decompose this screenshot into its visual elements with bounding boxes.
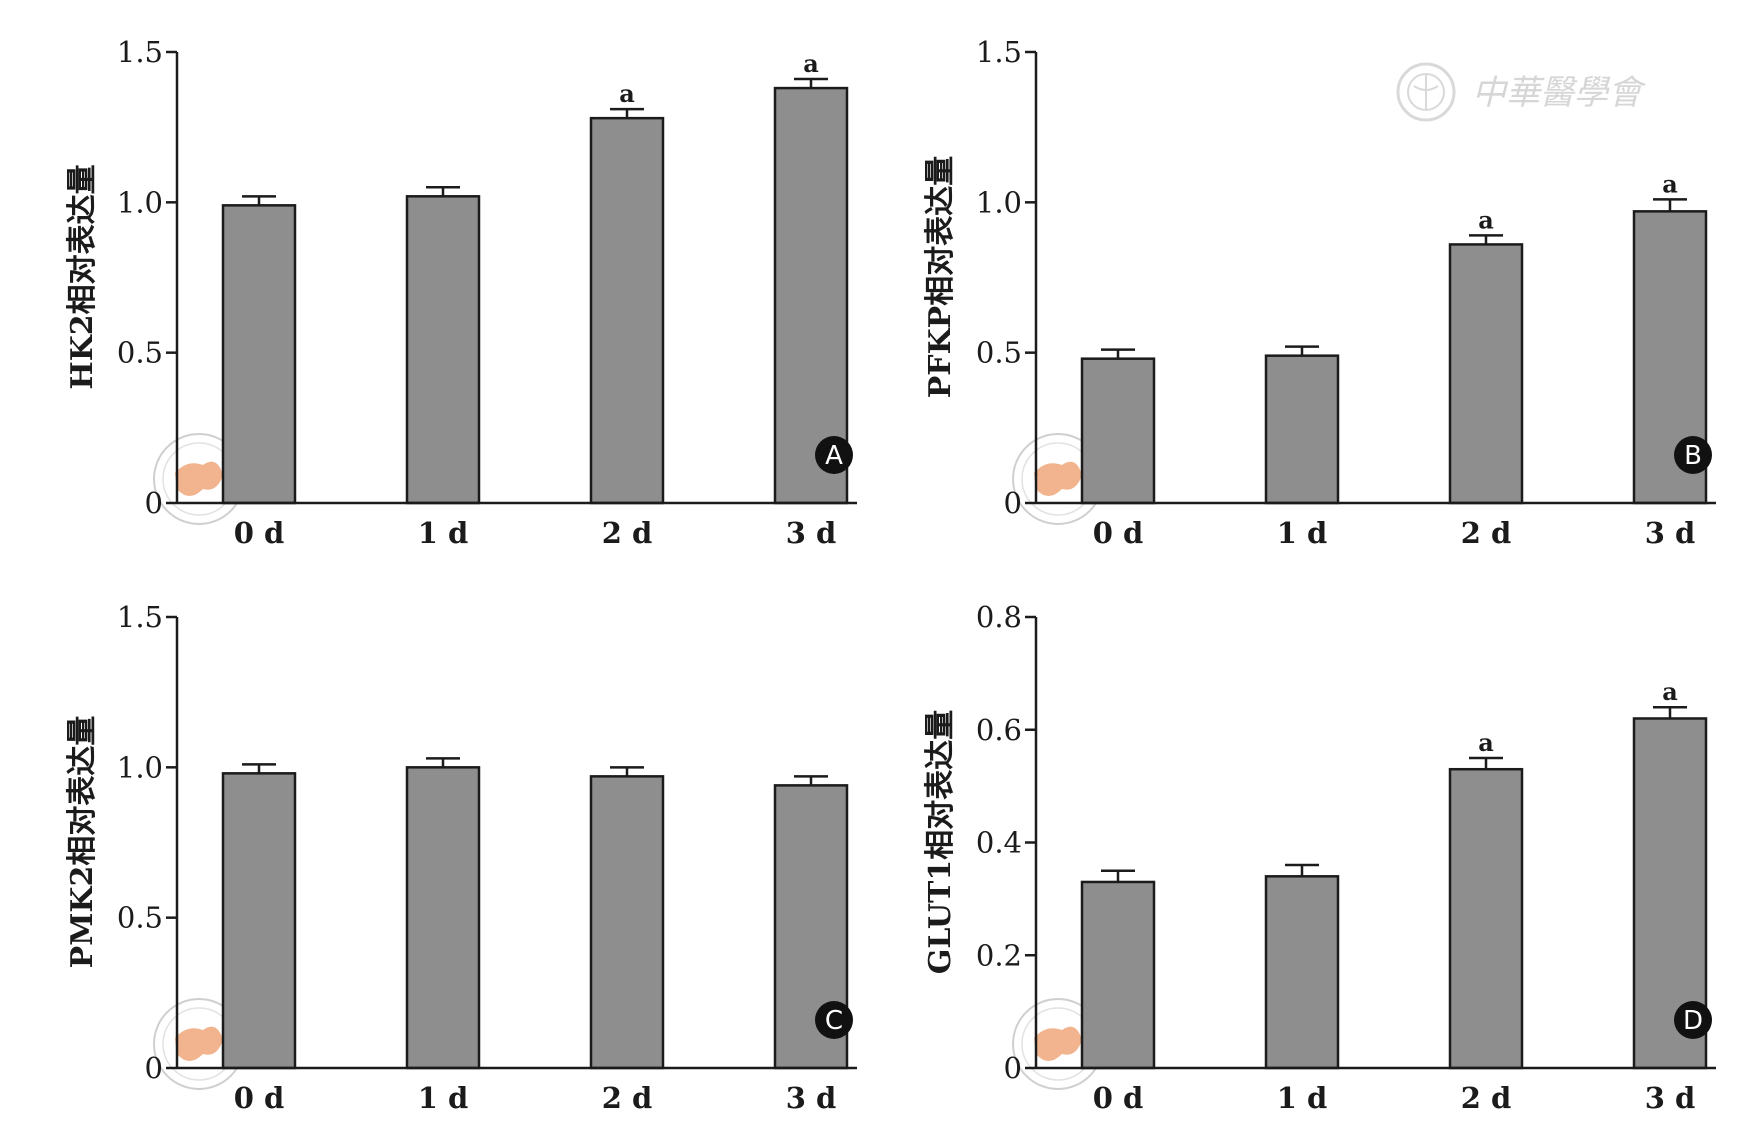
y-axis-label: PMK2相对表达量	[65, 716, 100, 969]
x-tick-label: 1 d	[418, 1081, 469, 1115]
bar-0d	[1080, 357, 1156, 505]
bars-group	[1080, 198, 1708, 505]
x-tick-label: 2 d	[1461, 516, 1512, 550]
panel-badge: D	[1674, 1001, 1712, 1039]
bar-1d	[405, 195, 481, 505]
x-tick-label: 3 d	[1645, 1081, 1696, 1115]
y-tick-label: 1.0	[117, 750, 163, 784]
y-axis-label: GLUT1相对表达量	[923, 710, 958, 974]
y-tick-label: 0.4	[976, 826, 1022, 860]
bar-2d	[1448, 767, 1524, 1070]
annotations-group: aa	[619, 49, 819, 108]
y-tick-label: 1.5	[117, 35, 163, 69]
y-ticks-group: 0 0.5 1.0 1.5	[976, 35, 1036, 520]
x-tick-label: 1 d	[1277, 1081, 1328, 1115]
y-tick-label: 0.6	[976, 713, 1022, 747]
y-ticks-group: 0 0.5 1.0 1.5	[117, 600, 177, 1085]
panel-badge: A	[815, 436, 853, 474]
x-tick-label: 1 d	[1277, 516, 1328, 550]
y-tick-label: 1.0	[976, 185, 1022, 219]
x-tick-label: 2 d	[602, 1081, 653, 1115]
y-ticks-group: 0 0.5 1.0 1.5	[117, 35, 177, 520]
significance-annotation: a	[1478, 728, 1494, 757]
panel-badge-label: D	[1683, 1006, 1703, 1036]
y-tick-label: 1.5	[117, 600, 163, 634]
bar-1d	[405, 766, 481, 1070]
bar-1d	[1264, 354, 1340, 505]
significance-annotation: a	[619, 79, 635, 108]
y-tick-label: 0.5	[976, 336, 1022, 370]
y-tick-label: 1.0	[117, 185, 163, 219]
y-axis-label: PFKP相对表达量	[923, 156, 958, 399]
panel-badge-label: C	[825, 1006, 843, 1036]
panel-badge: C	[815, 1001, 853, 1039]
x-tick-label: 0 d	[1093, 516, 1144, 550]
y-tick-label: 0.2	[976, 938, 1022, 972]
x-tick-label: 3 d	[1645, 516, 1696, 550]
x-tick-label: 1 d	[418, 516, 469, 550]
bars-group	[221, 77, 849, 505]
y-tick-label: 0.5	[117, 901, 163, 935]
y-ticks-group: 0 0.2 0.4 0.6 0.8	[976, 600, 1036, 1085]
watermark-logo: 中華醫學會	[1396, 62, 1647, 122]
x-tick-label: 3 d	[786, 1081, 837, 1115]
x-ticks-group: 0 d 1 d 2 d 3 d	[234, 516, 837, 550]
x-tick-label: 0 d	[1093, 1081, 1144, 1115]
x-ticks-group: 0 d 1 d 2 d 3 d	[1093, 1081, 1696, 1115]
panel-badge: B	[1674, 436, 1712, 474]
seal-logo	[153, 433, 245, 525]
significance-annotation: a	[1662, 677, 1678, 706]
bar-0d	[1080, 880, 1156, 1070]
watermark-text: 中華醫學會	[1472, 73, 1647, 113]
y-tick-label: 0	[145, 486, 163, 520]
bar-1d	[1264, 875, 1340, 1070]
x-tick-label: 0 d	[234, 1081, 285, 1115]
panel-badge-label: B	[1684, 441, 1702, 471]
annotations-group: aa	[1478, 677, 1678, 757]
x-tick-label: 3 d	[786, 516, 837, 550]
y-tick-label: 0	[1004, 1051, 1022, 1085]
panel-badge-label: A	[825, 441, 843, 471]
bars-group	[1080, 705, 1708, 1070]
y-tick-label: 1.5	[976, 35, 1022, 69]
significance-annotation: a	[803, 49, 819, 78]
bar-2d	[589, 775, 665, 1070]
bar-2d	[589, 116, 665, 505]
x-ticks-group: 0 d 1 d 2 d 3 d	[234, 1081, 837, 1115]
bar-0d	[221, 204, 297, 505]
x-tick-label: 0 d	[234, 516, 285, 550]
y-tick-label: 0	[145, 1051, 163, 1085]
x-tick-label: 2 d	[602, 516, 653, 550]
bar-0d	[221, 772, 297, 1070]
watermark-seal-icon	[1396, 62, 1456, 122]
significance-annotation: a	[1662, 169, 1678, 198]
y-axis-label: HK2相对表达量	[65, 164, 100, 389]
y-tick-label: 0	[1004, 486, 1022, 520]
significance-annotation: a	[1478, 205, 1494, 234]
annotations-group: aa	[1478, 169, 1678, 234]
bars-group	[221, 757, 849, 1070]
chart-panel-c: 0 0.5 1.0 1.5 0 d 1 d 2 d 3 d PMK2相对表达量 C	[65, 600, 857, 1115]
x-ticks-group: 0 d 1 d 2 d 3 d	[1093, 516, 1696, 550]
y-tick-label: 0.5	[117, 336, 163, 370]
y-tick-label: 0.8	[976, 600, 1022, 634]
bar-2d	[1448, 243, 1524, 505]
x-tick-label: 2 d	[1461, 1081, 1512, 1115]
